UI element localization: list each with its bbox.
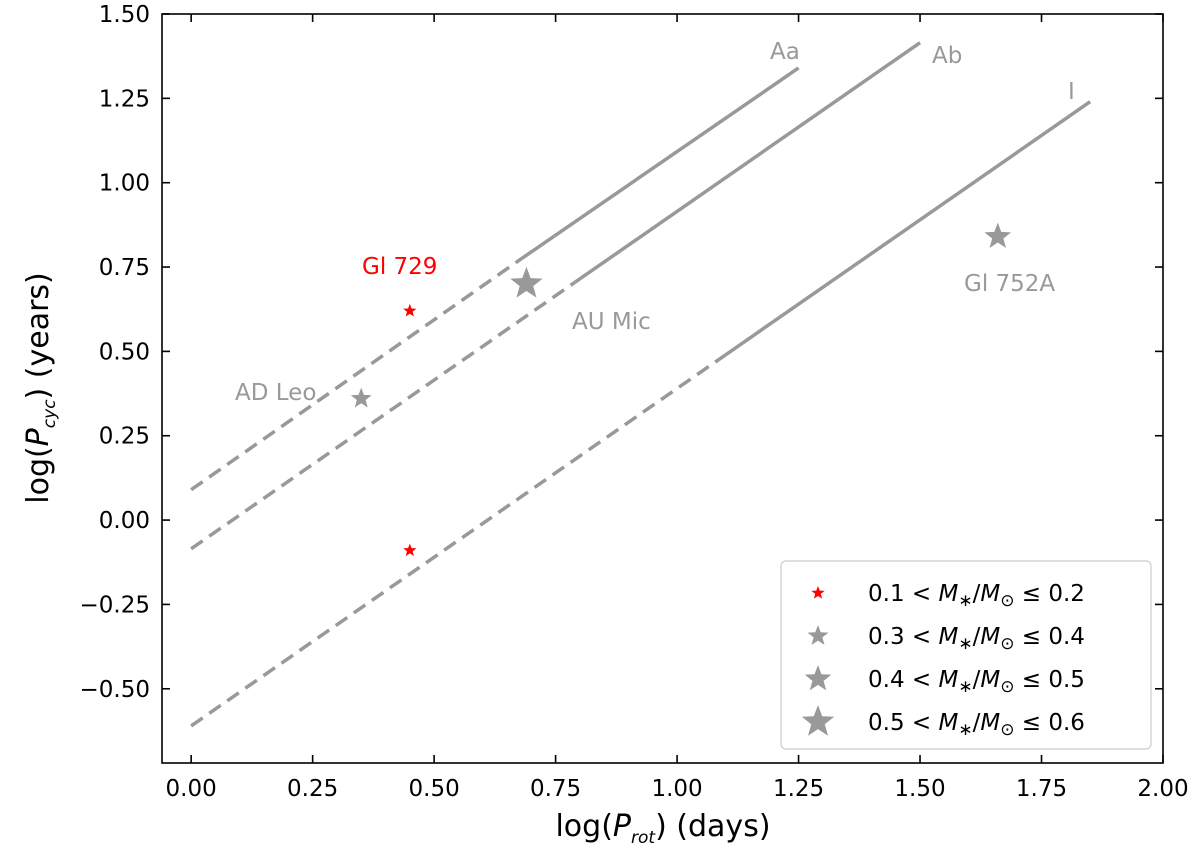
y-tick-label: 1.50 (99, 2, 150, 28)
line-ab-solid (574, 41, 922, 284)
annotation-gl-752a: Gl 752A (964, 271, 1055, 297)
x-axis-label: log(Prot) (days) (555, 809, 770, 848)
trend-lines (190, 41, 1092, 728)
line-label-aa: Aa (770, 39, 800, 65)
y-tick-label: 0.25 (99, 424, 150, 450)
data-points (350, 222, 1012, 557)
legend-label-2: 0.4 < M∗/M⊙ ≤ 0.5 (868, 667, 1085, 697)
legend-box (780, 560, 1152, 750)
y-tick-label: 0.50 (99, 339, 150, 365)
x-tick-label: 0.50 (409, 776, 460, 802)
x-tick-label: 0.25 (287, 776, 338, 802)
point-gl-729-0 (403, 303, 417, 317)
y-tick-label: 0.00 (99, 508, 150, 534)
line-label-i: I (1068, 79, 1075, 105)
line-label-ab: Ab (932, 43, 962, 69)
line-aa-solid (520, 66, 800, 261)
line-i-solid (724, 100, 1092, 357)
y-tick-label: 1.25 (99, 86, 150, 112)
line-aa-dashed (190, 257, 523, 492)
legend-marker-3 (801, 705, 835, 736)
point-gl-752a-0 (984, 222, 1012, 248)
x-tick-label: 1.75 (1016, 776, 1067, 802)
axis-ticks: 0.00 0.25 0.50 0.75 1.00 1.25 1.50 1.75 2.00 −0.5… (80, 2, 1189, 802)
legend-marker-1 (807, 625, 829, 645)
x-tick-label: 2.00 (1137, 776, 1188, 802)
x-tick-label: 1.25 (773, 776, 824, 802)
legend: 0.1 < M∗/M⊙ ≤ 0.2 0.3 < M∗/M⊙ ≤ 0.4 0.4 … (780, 560, 1152, 750)
y-tick-label: 0.75 (99, 255, 150, 281)
plot-frame (161, 13, 1164, 764)
annotation-au-mic: AU Mic (572, 309, 651, 335)
x-tick-label: 0.75 (530, 776, 581, 802)
legend-label-1: 0.3 < M∗/M⊙ ≤ 0.4 (868, 624, 1085, 654)
point-gl-729-1 (403, 543, 417, 557)
legend-label-0: 0.1 < M∗/M⊙ ≤ 0.2 (868, 581, 1085, 611)
point-ad-leo-0 (350, 387, 372, 408)
y-axis-label: log(Pcyc) (years) (21, 272, 60, 504)
legend-label-3: 0.5 < M∗/M⊙ ≤ 0.6 (868, 710, 1085, 740)
y-tick-label: −0.50 (80, 677, 150, 703)
x-tick-label: 0.00 (166, 776, 217, 802)
point-au-mic-0 (510, 266, 543, 298)
legend-markers (801, 586, 835, 736)
x-tick-label: 1.50 (894, 776, 945, 802)
legend-marker-0 (811, 586, 825, 599)
line-ab-dashed (190, 280, 577, 551)
annotation-gl-729: Gl 729 (362, 254, 437, 280)
y-tick-label: 1.00 (99, 171, 150, 197)
y-tick-label: −0.25 (80, 592, 150, 618)
x-tick-label: 1.00 (651, 776, 702, 802)
annotation-ad-leo: AD Leo (235, 380, 316, 406)
legend-marker-2 (804, 665, 832, 691)
